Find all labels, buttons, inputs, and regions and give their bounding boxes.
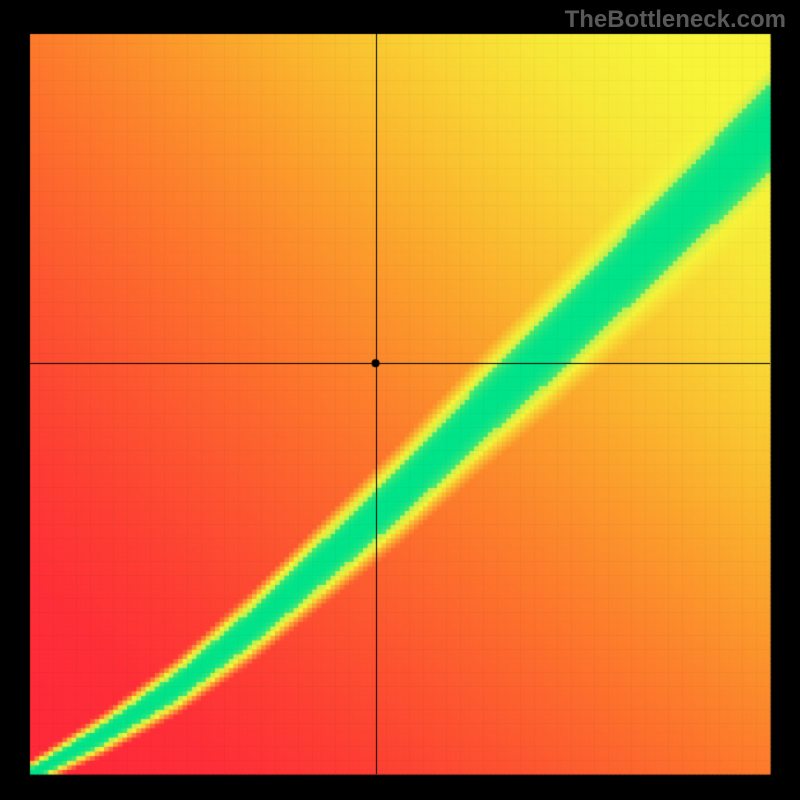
bottleneck-heatmap bbox=[0, 0, 800, 800]
chart-container: TheBottleneck.com bbox=[0, 0, 800, 800]
watermark-text: TheBottleneck.com bbox=[565, 6, 786, 34]
